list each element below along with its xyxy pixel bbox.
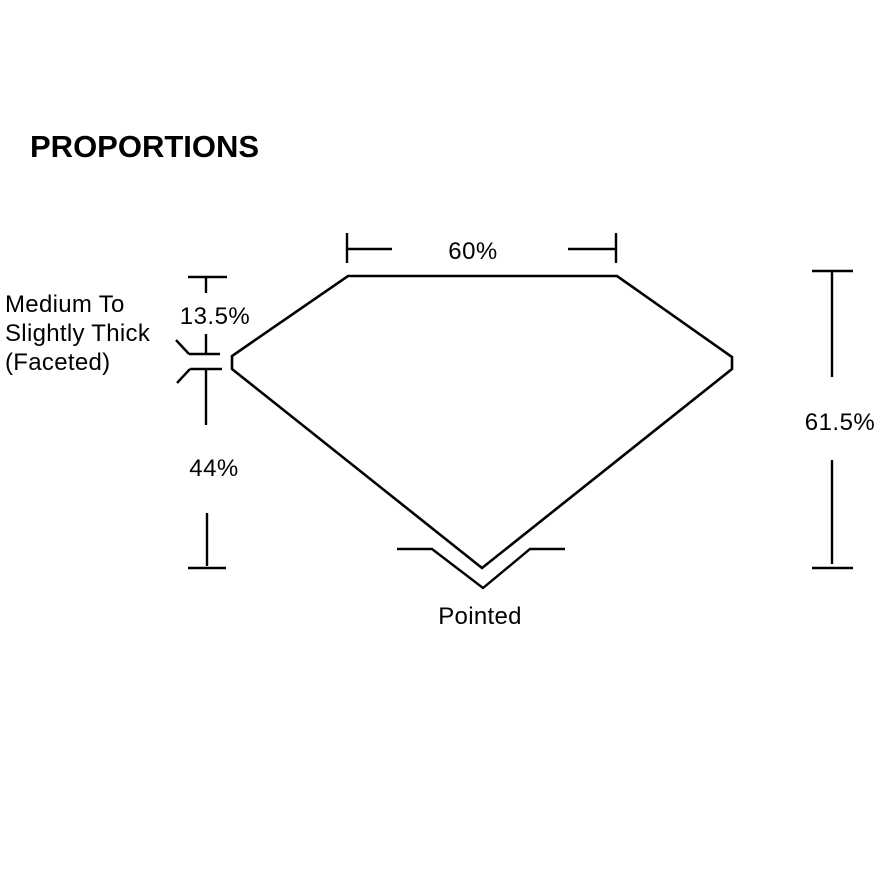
page-title: PROPORTIONS [30, 129, 259, 164]
crown-height-dimension [188, 275, 227, 354]
girdle-label-line3: (Faceted) [5, 349, 110, 376]
pavilion-depth-dimension [188, 370, 226, 570]
girdle-indicator [175, 339, 222, 384]
girdle-label: Medium To Slightly Thick (Faceted) [5, 291, 151, 376]
table-width-dimension [345, 233, 618, 263]
girdle-label-line1: Medium To [5, 291, 125, 318]
table-width-label: 60% [448, 238, 498, 265]
diamond-outline [230, 274, 734, 570]
culet-label: Pointed [438, 603, 522, 630]
girdle-bottom-leader [176, 368, 191, 384]
girdle-label-line2: Slightly Thick [5, 320, 151, 347]
girdle-top-leader [175, 339, 190, 355]
total-depth-dimension [812, 269, 853, 570]
pavilion-depth-label: 44% [189, 455, 239, 482]
culet-bracket [397, 547, 565, 590]
diamond-profile-shape [230, 274, 734, 570]
crown-height-label: 13.5% [180, 303, 251, 330]
total-depth-label: 61.5% [805, 409, 876, 436]
culet-indicator [397, 547, 565, 590]
